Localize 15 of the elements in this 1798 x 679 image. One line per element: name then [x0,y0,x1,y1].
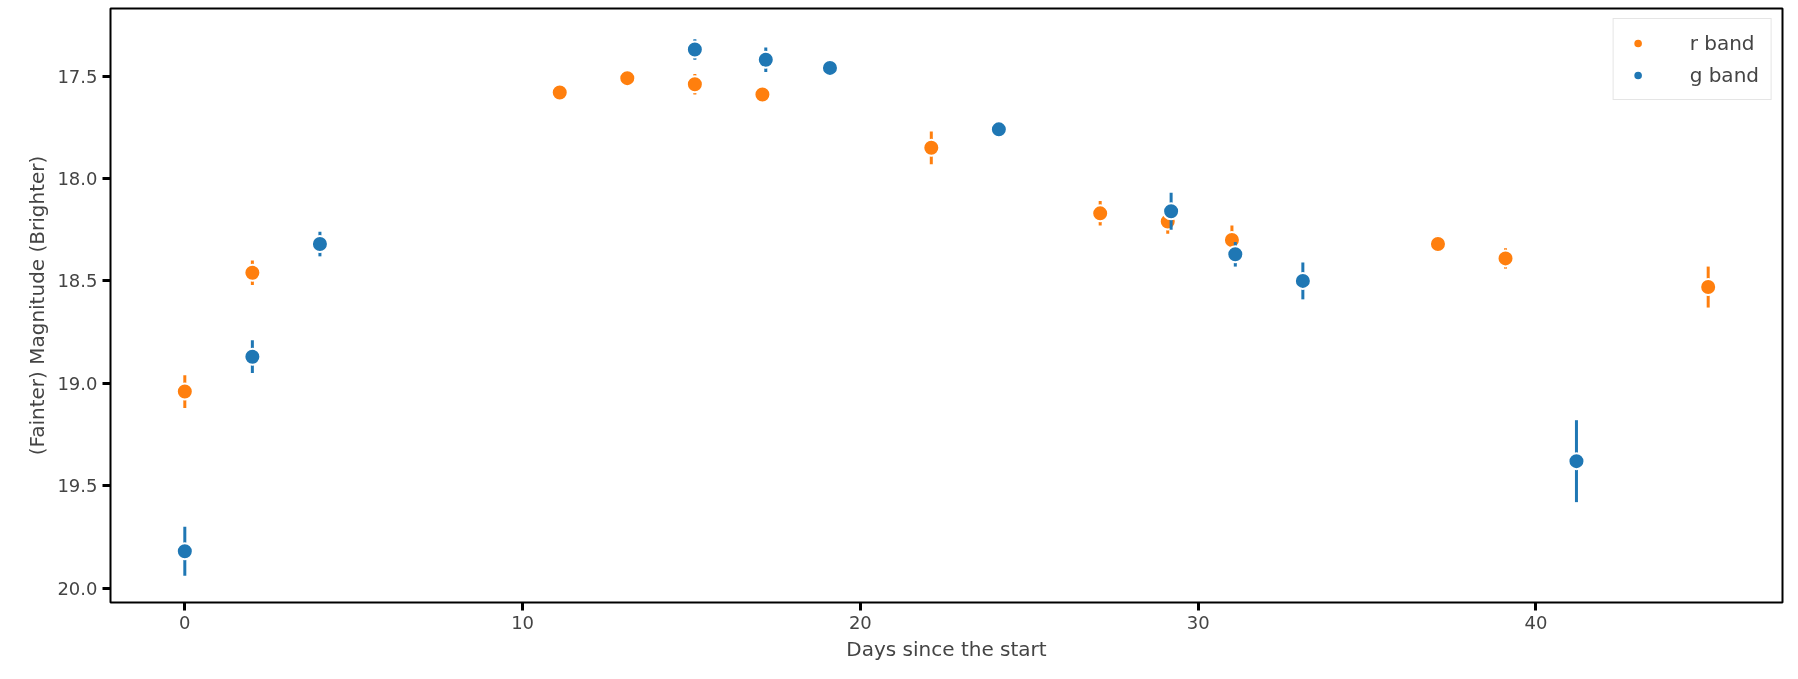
y-tick-label: 19.5 [57,475,98,497]
x-tick-label: 40 [1524,611,1548,633]
legend-label: r band [1689,31,1755,55]
x-tick-label: 30 [1186,611,1210,633]
y-tick-label: 18.0 [57,168,98,190]
x-tick-label: 20 [848,611,872,633]
y-tick-label: 19.0 [57,372,98,394]
y-tick-label: 18.5 [57,270,98,292]
x-axis-title: Days since the start [846,636,1047,661]
x-tick-label: 10 [511,611,535,633]
y-tick-label: 20.0 [57,577,98,599]
y-axis-title: (Fainter) Magnitude (Brighter) [25,155,50,456]
legend-label: g band [1689,63,1759,87]
x-tick-label: 0 [179,611,191,633]
y-tick-label: 17.5 [57,65,98,87]
